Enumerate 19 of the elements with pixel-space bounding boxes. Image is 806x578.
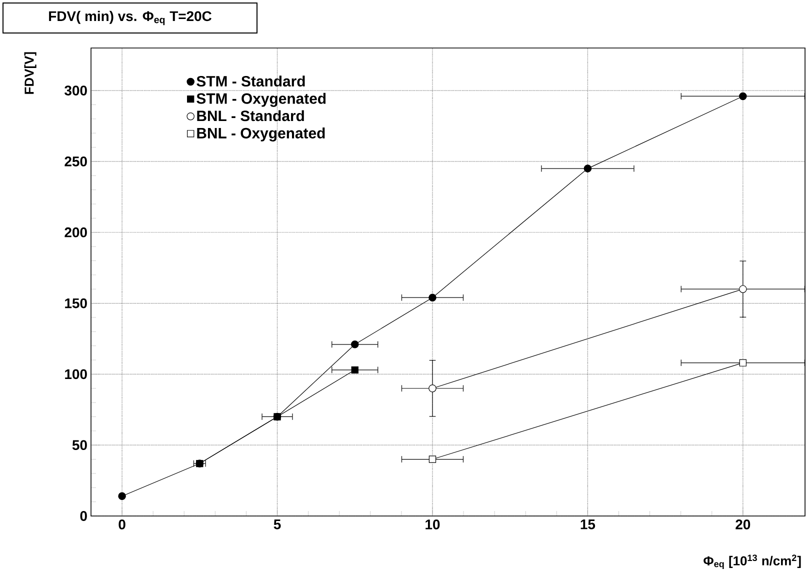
legend-label: BNL - Oxygenated — [197, 127, 325, 142]
x-tick-label: 5 — [274, 520, 281, 530]
x-axis-title: Φ$_{eq}$ [10$^{13}$ n/cm$^{2}$] — [704, 554, 801, 569]
legend-label: BNL - Standard — [197, 110, 304, 122]
x-tick-label: 0 — [118, 520, 126, 530]
legend-label: STM - Standard — [196, 76, 305, 87]
y-axis-title: FDV[V] — [24, 52, 36, 94]
y-tick-label: 300 — [64, 86, 87, 96]
x-tick-label: 15 — [580, 520, 596, 530]
y-tick-label: 200 — [64, 227, 87, 238]
y-tick-label: 250 — [64, 156, 87, 166]
legend-label: STM - Oxygenated — [196, 92, 326, 107]
y-tick-label: 150 — [65, 298, 87, 308]
x-tick-label: 10 — [426, 520, 440, 530]
x-tick-label: 20 — [736, 520, 750, 530]
y-tick-label: 50 — [72, 440, 87, 450]
chart-title: FDV( min) vs. Φ$_{eq}$ T=20C — [49, 10, 212, 26]
y-tick-label: 100 — [65, 369, 87, 380]
y-tick-label: 0 — [80, 511, 87, 521]
